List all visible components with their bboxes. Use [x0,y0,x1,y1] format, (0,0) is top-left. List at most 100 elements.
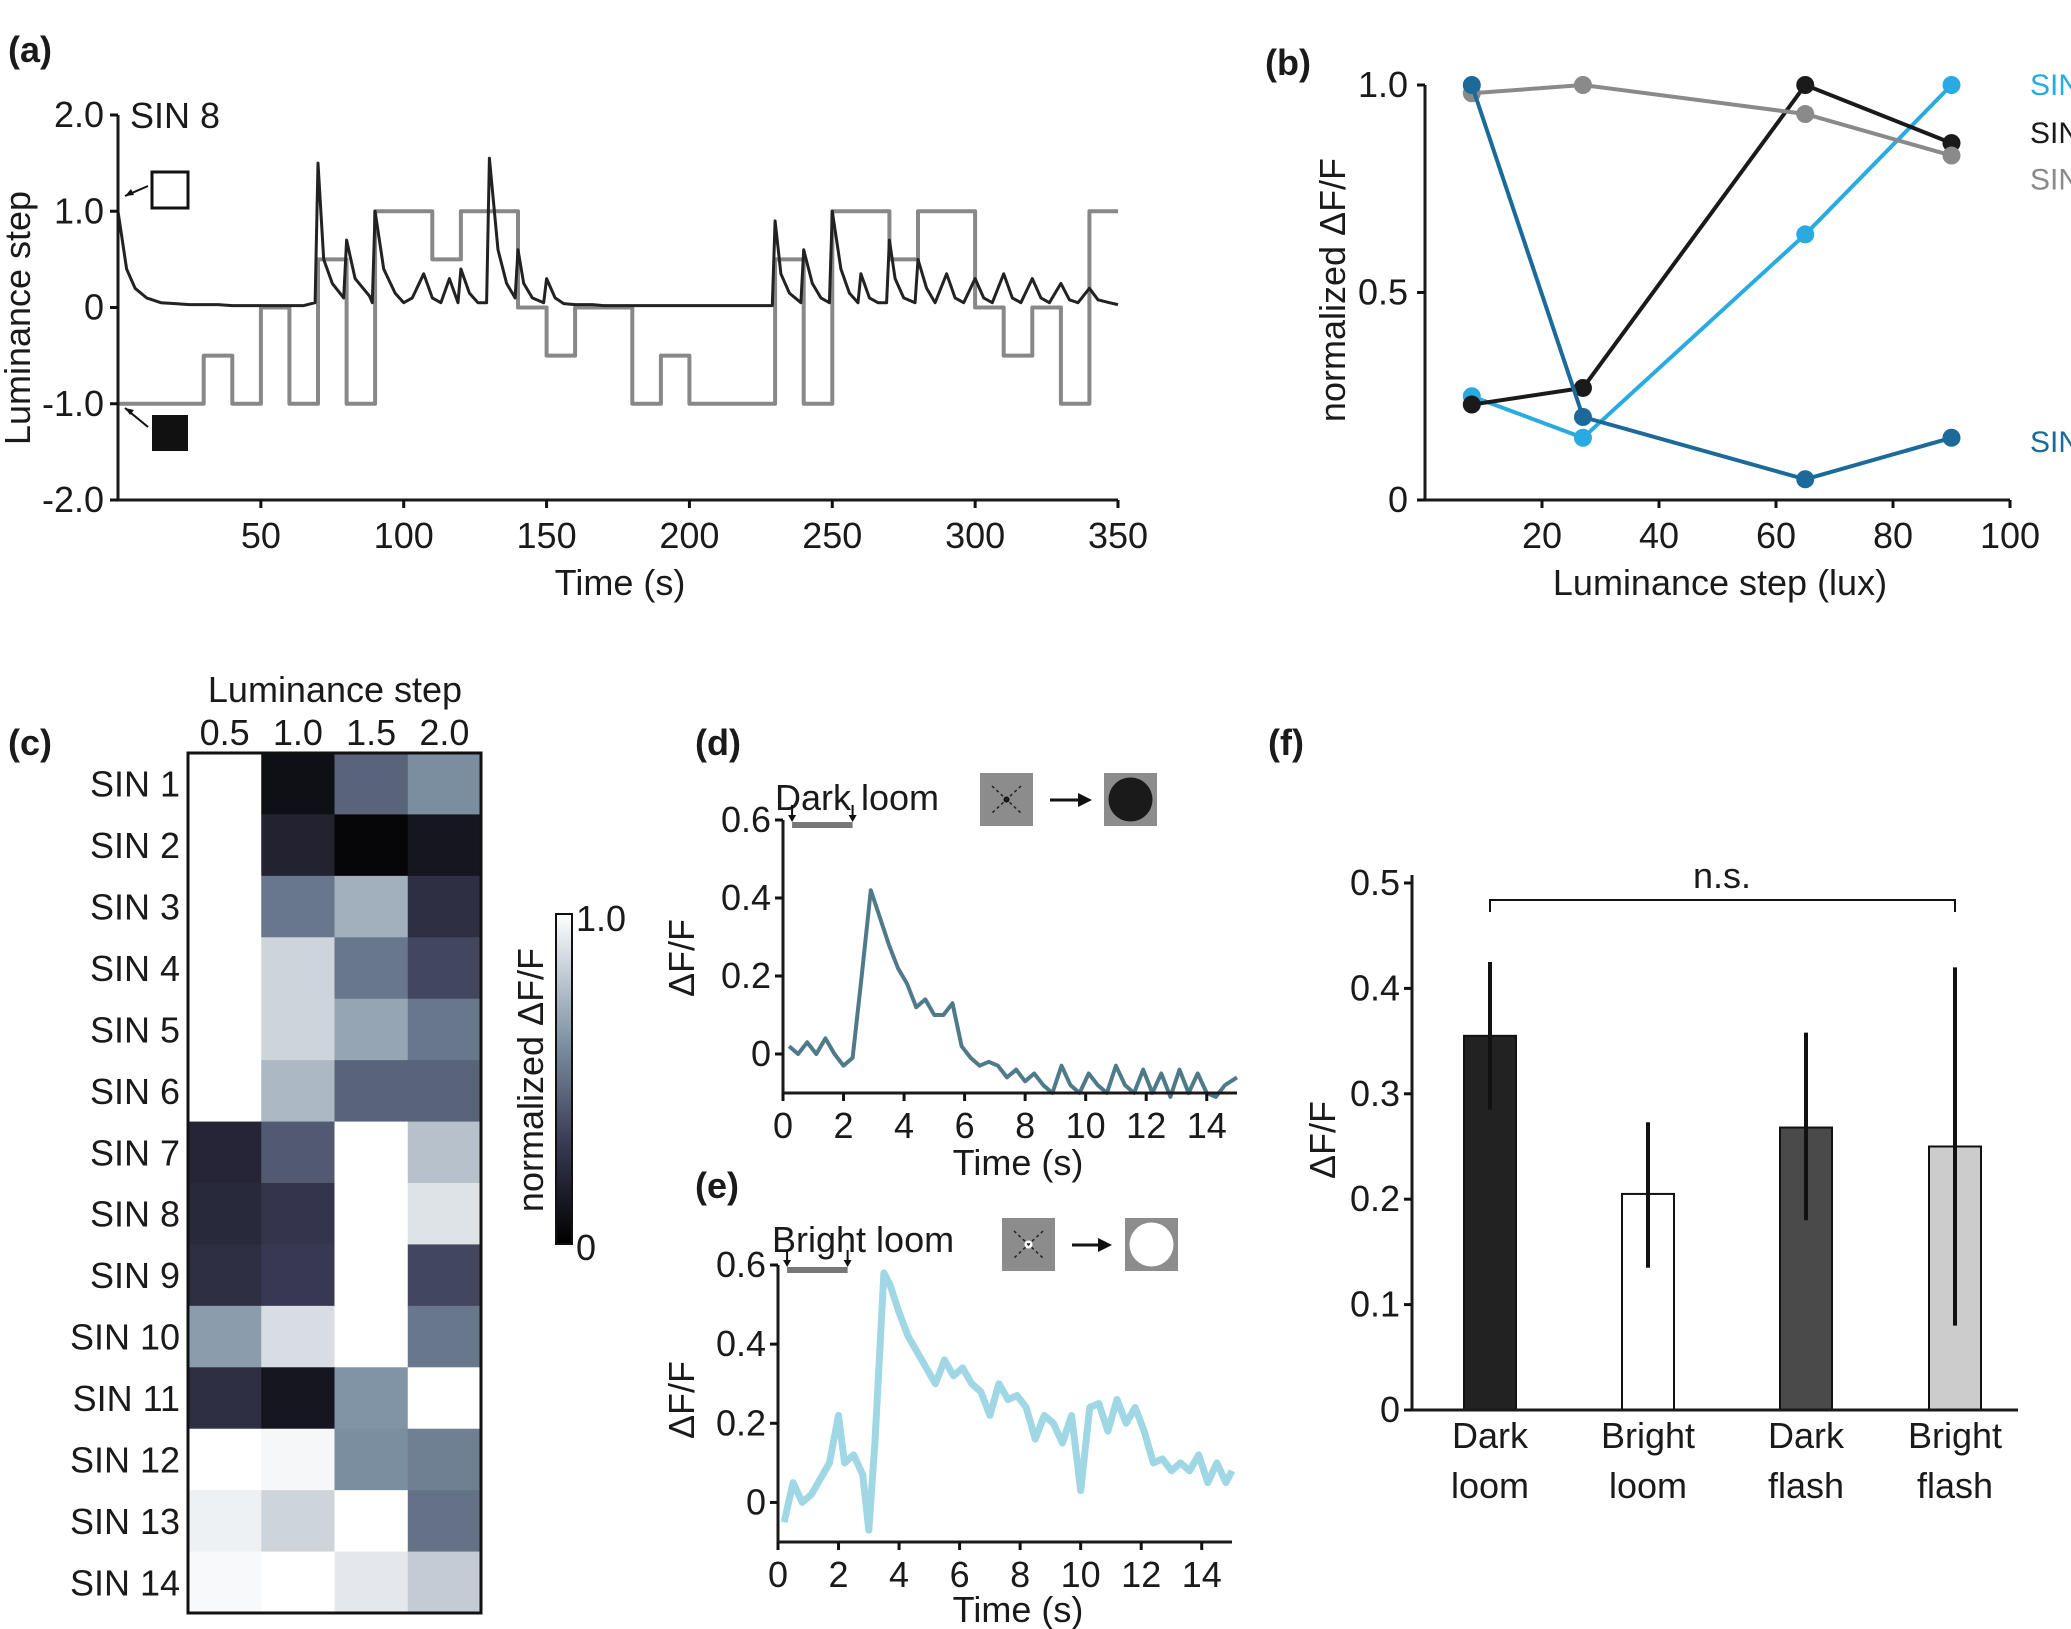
x-tick-label: 4 [889,1554,909,1595]
heatmap-cell [261,998,335,1061]
y-tick-label: 0.4 [721,877,771,918]
data-point-b [1942,146,1961,165]
y-tick-label-b: 0 [1388,479,1408,520]
panel-label-e: (e) [695,1165,739,1206]
data-point-b [1573,408,1592,426]
heatmap-cell [407,814,482,877]
heatmap-row-label: SIN 7 [90,1132,180,1173]
x-tick-label: 12 [1121,1554,1161,1595]
ticks-f: 0.5 0.4 0.3 0.2 0.1 0 [1350,862,1412,1430]
heatmap-cell [334,814,409,877]
y-tick-label: 0.2 [721,955,771,996]
data-point-b [1573,76,1592,94]
data-point-b [1942,76,1961,94]
y-axis-label-e: ΔF/F [661,1361,702,1439]
heatmap-cell [261,1367,335,1430]
heatmap-row-label: SIN 2 [90,825,180,866]
heatmap-cell [188,1121,262,1184]
ticks-b: 20 40 60 80 100 1.0 0.5 0 [1358,64,2040,556]
x-tick-label: 2 [834,1105,854,1146]
y-tick-label-a: 0 [84,287,104,328]
y-tick-label-f: 0.1 [1350,1284,1400,1325]
heatmap-cell [334,1367,409,1430]
panel-label-f: (f) [1268,722,1304,763]
stimulus-arrowhead [788,815,797,822]
heatmap-row-label: SIN 9 [90,1255,180,1296]
category-label-f: Bright [1908,1415,2002,1456]
stimulus-arrowhead [843,1260,852,1267]
data-point-b [1796,470,1815,489]
panel-b: (b) SIN 11 SIN 8 SIN 14 SIN 2 20 40 60 80 100 1.… [1265,42,2071,603]
y-tick-label-f: 0.4 [1350,967,1400,1008]
heatmap-column-label: 1.5 [346,712,396,753]
heatmap-cell [334,937,409,1000]
x-axis-label-a: Time (s) [555,562,686,603]
heatmap-row-label: SIN 8 [90,1194,180,1235]
panel-f: (f) Dark loom Bright loom Dark flash Bright fla… [1268,722,2018,1506]
heatmap-frame [186,751,483,1615]
category-label-f: flash [1768,1465,1844,1506]
heatmap-row-label: SIN 3 [90,887,180,928]
data-point-b [1942,134,1961,153]
heatmap-cell [261,1060,335,1123]
trace-line [787,888,1239,1099]
series-label-b: SIN 2 [2030,426,2071,459]
heatmap-cell [261,1244,335,1307]
x-tick-label-b: 20 [1522,515,1562,556]
stimulus-label-e: Bright loom [772,1219,954,1260]
data-point-b [1796,105,1815,124]
y-axis-label-f: ΔF/F [1302,1101,1343,1179]
heatmap-cell [188,1367,262,1430]
plot-area-f: Dark loom Bright loom Dark flash Bright flash [1451,962,2002,1506]
x-tick-label: 2 [829,1554,849,1595]
series-label-b: SIN 14 [2030,164,2071,197]
series-line-b [1471,82,1953,158]
x-tick-label-a: 350 [1088,515,1148,556]
category-label-f: flash [1917,1465,1993,1506]
category-label-f: loom [1451,1465,1529,1506]
panel-d: (d) Dark loom 0 2 4 6 8 10 12 140.60.40.20 Time… [661,722,1239,1183]
colorbar-max-label: 1.0 [576,898,626,939]
y-tick-label-a: -1.0 [42,383,104,424]
x-tick-label-a: 200 [659,515,719,556]
y-axis-label-a: Luminance step [0,191,38,445]
heatmap-cell [188,1490,262,1553]
ticks-d: 0 2 4 6 8 10 12 140.60.40.20 [721,799,1227,1146]
heatmap-cell [334,1490,409,1553]
heatmap-column-label: 2.0 [419,712,469,753]
y-tick-label: 0 [751,1033,771,1074]
significance-bracket [1489,899,1956,912]
ticks-a: 50 100 150 200 250 300 350 2.0 1.0 0 -1.0 -2.0 [42,94,1148,556]
heatmap-cell [334,1244,409,1307]
x-tick-label-b: 80 [1873,515,1913,556]
data-point-b [1573,428,1592,447]
heatmap-cell [334,753,409,815]
heatmap-cell [334,1305,409,1368]
dark-disc-icon [1108,777,1153,822]
x-tick-label: 4 [894,1105,914,1146]
x-tick-label: 14 [1187,1105,1227,1146]
heatmap-cell [261,1305,335,1368]
x-tick-label-b: 60 [1756,515,1796,556]
heatmap-column-label: 1.0 [273,712,323,753]
heatmap-cell [188,814,262,877]
heatmap-row-label: SIN 13 [70,1501,180,1542]
stimulus-arrowhead [783,1260,792,1267]
y-tick-label-f: 0.2 [1350,1178,1400,1219]
trace-label-a: SIN 8 [130,95,220,136]
heatmap-cell [407,1244,482,1307]
series-label-b: SIN 11 [2030,69,2071,102]
heatmap-cell [188,1428,262,1491]
stimulus-label-d: Dark loom [775,777,939,818]
stimulus-arrowhead [848,815,857,822]
heatmap-cell [261,875,335,938]
heatmap-cell [261,1551,335,1614]
heatmap-cell [188,1060,262,1123]
y-tick-label-a: -2.0 [42,479,104,520]
heatmap-row-label: SIN 12 [70,1439,180,1480]
heatmap-row-label: SIN 6 [90,1071,180,1112]
heatmap-cell [261,814,335,877]
y-tick-label: 0 [746,1481,766,1522]
x-tick-label-a: 50 [241,515,281,556]
series-line-a [116,156,1119,308]
